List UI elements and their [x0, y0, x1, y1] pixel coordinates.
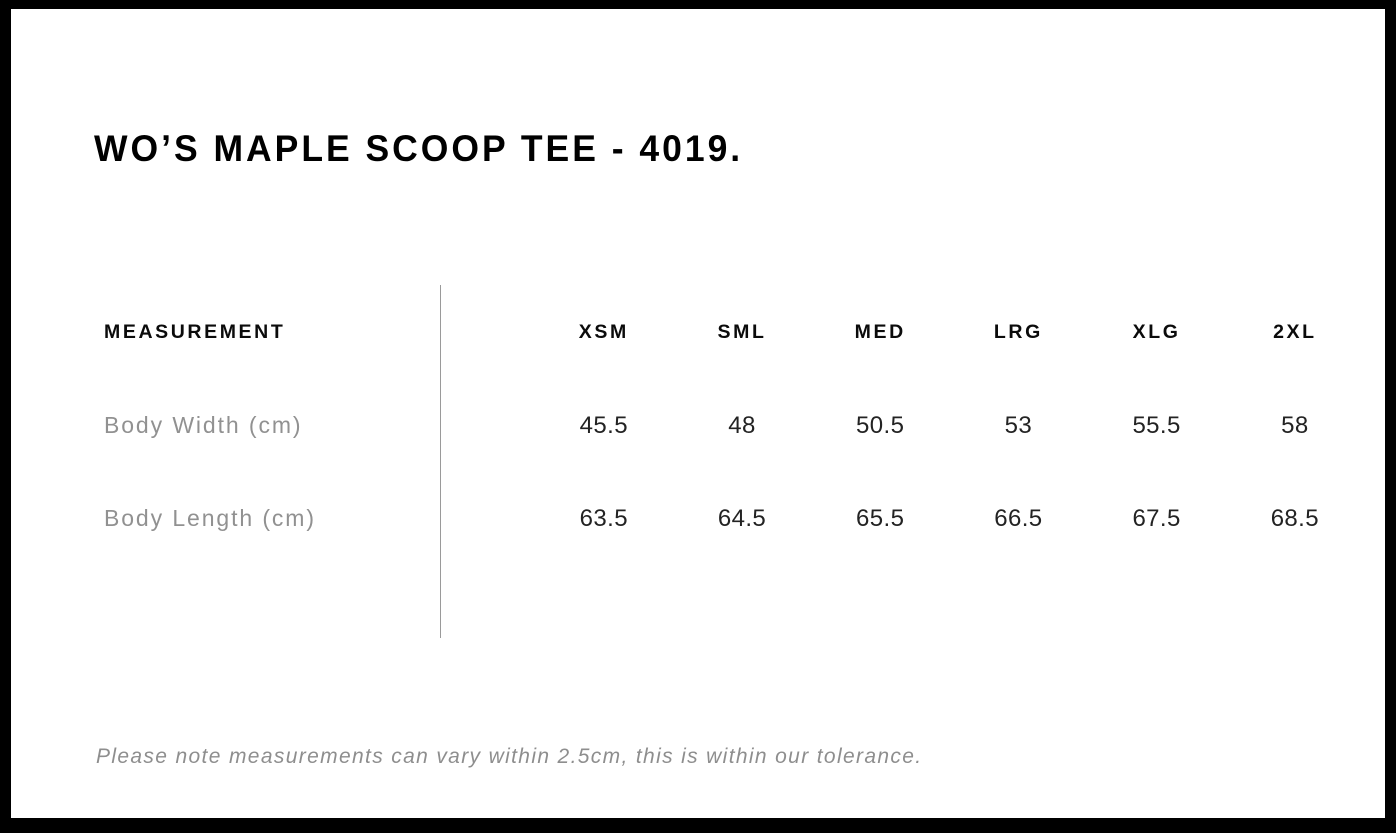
row-label-body-length: Body Length (cm)	[104, 505, 316, 531]
cell-body-width-med: 50.5	[856, 411, 905, 439]
column-header-sml: SML	[717, 320, 767, 343]
cell-body-width-sml: 48	[728, 411, 756, 439]
cell-body-length-xsm: 63.5	[579, 504, 628, 532]
cell-body-width-2xl: 58	[1281, 411, 1309, 439]
tolerance-note: Please note measurements can vary within…	[96, 745, 923, 768]
column-header-med: MED	[854, 320, 906, 343]
cell-body-width-xlg: 55.5	[1132, 411, 1181, 439]
cell-body-length-med: 65.5	[856, 504, 905, 532]
cell-body-length-xlg: 67.5	[1132, 504, 1181, 532]
column-header-xsm: XSM	[578, 320, 629, 343]
size-guide-sheet: WO’S MAPLE SCOOP TEE - 4019. MEASUREMENT	[11, 9, 1385, 818]
cell-body-length-lrg: 66.5	[994, 504, 1043, 532]
size-chart: MEASUREMENT XSM SML MED LRG XLG 2XL Body…	[94, 285, 1364, 645]
cell-body-width-xsm: 45.5	[579, 411, 628, 439]
cell-body-length-2xl: 68.5	[1270, 504, 1319, 532]
table-row: Body Length (cm) 63.5 64.5 65.5 66.5 67.…	[94, 472, 1364, 565]
page-title: WO’S MAPLE SCOOP TEE - 4019.	[94, 127, 744, 169]
column-divider	[440, 285, 441, 638]
cell-body-width-lrg: 53	[1004, 411, 1033, 439]
cell-body-length-sml: 64.5	[717, 504, 767, 532]
table-header-row: MEASUREMENT XSM SML MED LRG XLG 2XL	[94, 285, 1364, 379]
column-header-measurement: MEASUREMENT	[104, 320, 286, 343]
size-chart-table: MEASUREMENT XSM SML MED LRG XLG 2XL Body…	[94, 285, 1364, 565]
column-header-xlg: XLG	[1132, 320, 1181, 343]
table-row: Body Width (cm) 45.5 48 50.5 53 55.5 58	[94, 379, 1364, 472]
row-label-body-width: Body Width (cm)	[104, 412, 303, 438]
column-header-2xl: 2XL	[1273, 320, 1317, 343]
column-header-lrg: LRG	[993, 320, 1043, 343]
